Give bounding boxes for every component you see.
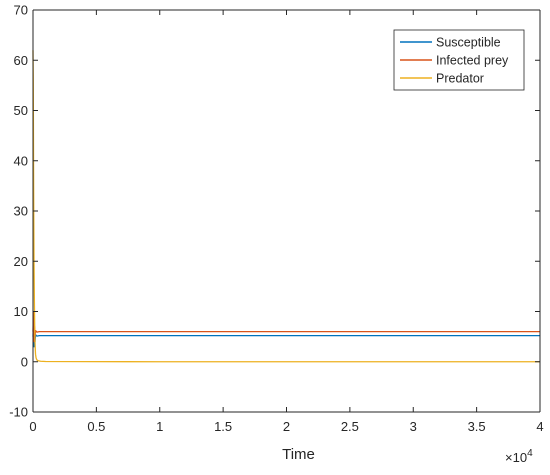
y-tick-label: 60 xyxy=(14,53,28,68)
x-tick-label: 3 xyxy=(410,419,417,434)
x-axis-label: Time xyxy=(282,446,315,463)
series-line-susceptible xyxy=(32,320,540,348)
legend-label: Infected prey xyxy=(436,54,509,68)
x-tick-label: 2 xyxy=(283,419,290,434)
x-tick-label: 0 xyxy=(29,419,36,434)
y-tick-label: 30 xyxy=(14,204,28,219)
y-tick-label: 40 xyxy=(14,153,28,168)
x-axis-exponent: ×104 xyxy=(505,448,533,465)
y-tick-label: 70 xyxy=(14,3,28,18)
y-tick-label: 50 xyxy=(14,103,28,118)
series-line-infected-prey xyxy=(32,310,540,343)
y-tick-label: 20 xyxy=(14,254,28,269)
series-line-predator xyxy=(32,50,540,363)
x-tick-label: 1 xyxy=(156,419,163,434)
y-tick-label: -10 xyxy=(9,405,28,420)
x-tick-label: 3.5 xyxy=(468,419,486,434)
y-tick-label: 10 xyxy=(14,304,28,319)
x-tick-label: 0.5 xyxy=(87,419,105,434)
legend: Susceptible Infected prey Predator xyxy=(393,29,525,91)
y-tick-label: 0 xyxy=(21,354,28,369)
x-tick-label: 4 xyxy=(536,419,543,434)
x-tick-label: 1.5 xyxy=(214,419,232,434)
legend-label: Susceptible xyxy=(436,36,501,50)
x-tick-label: 2.5 xyxy=(341,419,359,434)
legend-label: Predator xyxy=(436,72,484,86)
x-axis-exponent-power: 4 xyxy=(527,448,533,459)
x-axis-exponent-base: ×10 xyxy=(505,450,527,465)
